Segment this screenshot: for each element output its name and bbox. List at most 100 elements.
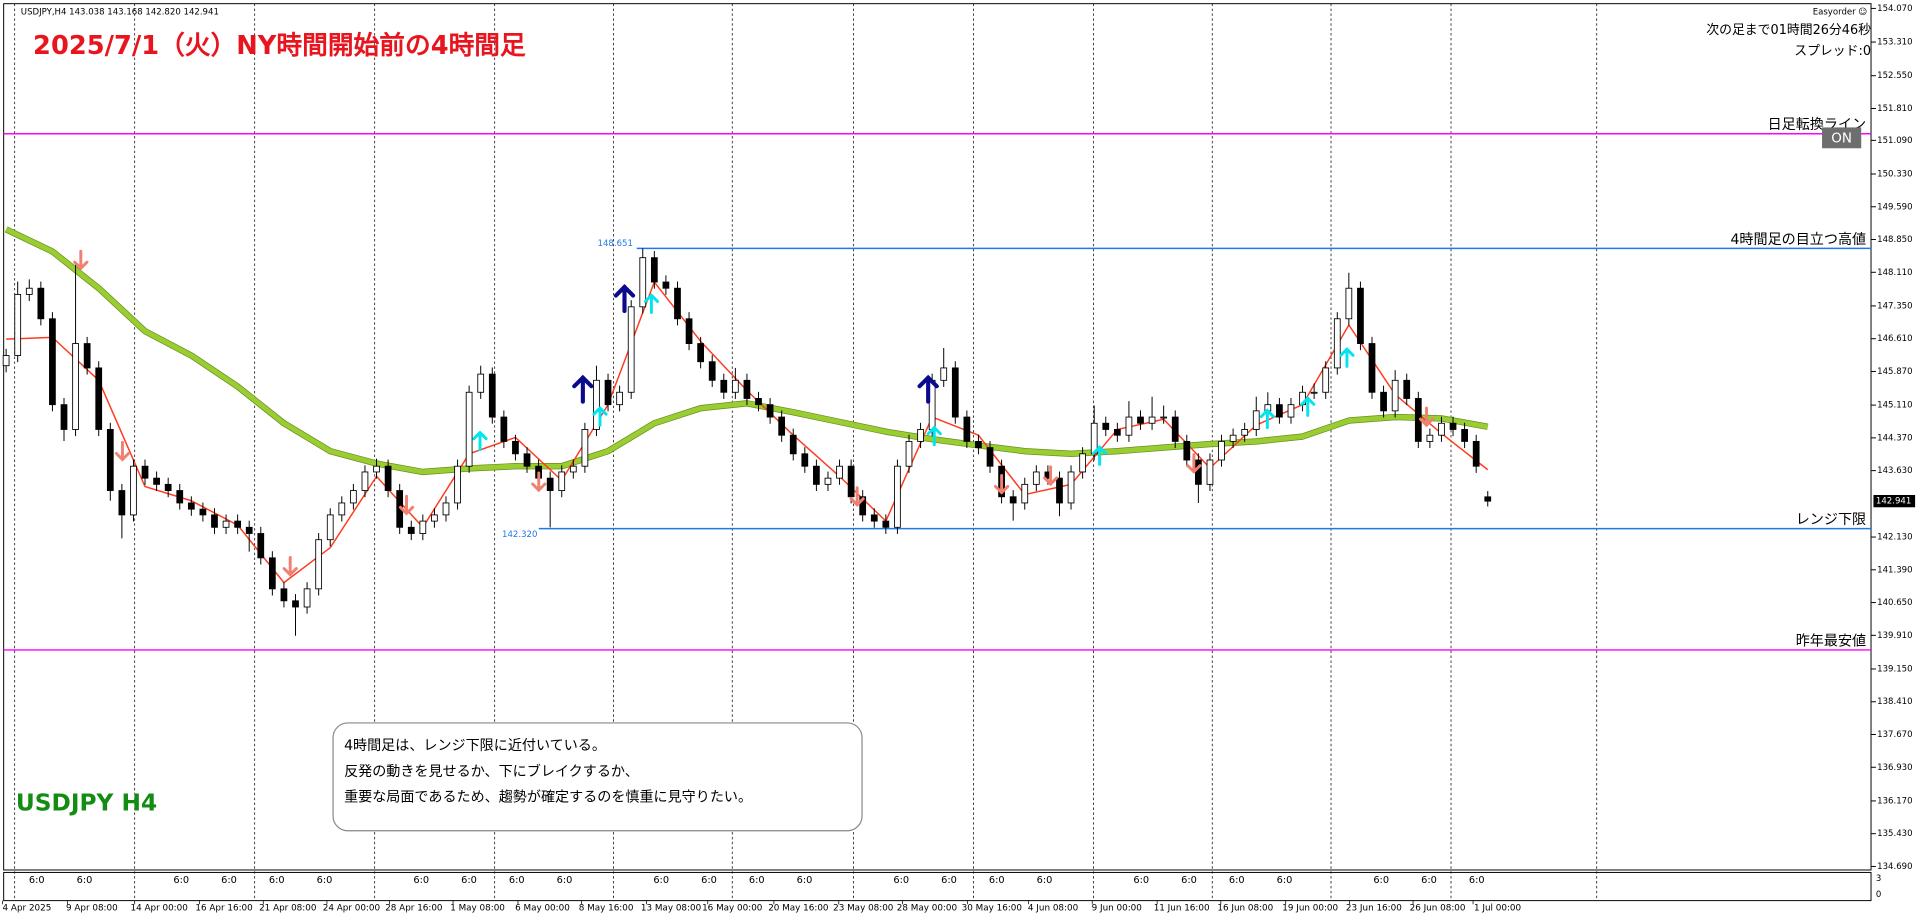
candle-body xyxy=(593,379,600,430)
candle-body xyxy=(14,293,22,356)
candle-body xyxy=(627,306,635,393)
on-button[interactable] xyxy=(1822,127,1862,149)
x-tick-label: 14 Apr 00:00 xyxy=(131,903,189,913)
sub-panel-label: 6:0 xyxy=(1229,875,1245,886)
signal-arrow xyxy=(849,486,865,507)
candle-body xyxy=(1252,410,1260,430)
y-tick-label: 153.310 xyxy=(1877,38,1912,48)
x-tick-label: 4 Apr 2025 xyxy=(3,903,52,913)
candle-body xyxy=(1218,440,1225,461)
signal-arrow xyxy=(1300,396,1316,417)
candle-body xyxy=(222,520,230,528)
candle-body xyxy=(674,287,681,320)
candle-body xyxy=(106,429,114,491)
candle-body xyxy=(951,367,959,418)
y-tick-label: 152.550 xyxy=(1877,71,1912,81)
candle-body xyxy=(257,533,265,559)
x-tick-label: 23 May 08:00 xyxy=(833,903,894,913)
candle-body xyxy=(859,496,867,516)
sub-panel-label: 6:0 xyxy=(173,875,189,886)
signal-arrow xyxy=(613,284,636,314)
candle-body xyxy=(616,391,623,406)
sub-panel-label: 6:0 xyxy=(1373,875,1389,886)
x-tick-label: 19 Jun 00:00 xyxy=(1282,903,1338,913)
x-tick-label: 1 Jul 00:00 xyxy=(1474,903,1522,913)
candle-body xyxy=(95,367,103,430)
candle-body xyxy=(975,440,982,449)
y-tick-label: 147.350 xyxy=(1877,301,1912,311)
sub-panel-label: 6:0 xyxy=(941,875,957,886)
y-tick-label: 145.870 xyxy=(1877,367,1912,377)
candle-body xyxy=(60,404,68,430)
x-tick-label: 4 Jun 08:00 xyxy=(1028,903,1079,913)
signal-arrow xyxy=(592,405,608,427)
candle-body xyxy=(1171,416,1179,442)
candle-body xyxy=(604,379,612,406)
candle-body xyxy=(1287,404,1295,418)
top-right-label: 次の足まで01時間26分46秒 xyxy=(1706,23,1871,38)
x-tick-label: 1 May 08:00 xyxy=(450,903,505,913)
y-tick-label: 134.690 xyxy=(1877,862,1912,872)
sub-panel-frame xyxy=(3,871,1872,902)
candle-body xyxy=(882,520,890,528)
signal-arrow xyxy=(643,293,660,314)
candle-body xyxy=(1333,318,1341,369)
candle-body xyxy=(199,508,207,516)
candle-body xyxy=(1345,287,1353,320)
candle-body xyxy=(1310,391,1318,394)
on-button-label: ON xyxy=(1831,130,1852,146)
sub-panel-label: 6:0 xyxy=(269,875,285,886)
y-tick-label: 144.370 xyxy=(1877,433,1912,443)
overlay: 日足転換ライン4時間足の目立つ高値レンジ下限昨年最安値148.651142.32… xyxy=(73,117,1916,649)
candle-body xyxy=(2,355,10,367)
candle-body xyxy=(720,379,728,393)
candle-body xyxy=(917,429,924,442)
candle-body xyxy=(1368,343,1376,393)
candle-body xyxy=(187,502,195,510)
sub-panel-label: 6:0 xyxy=(221,875,237,886)
y-tick-label: 136.930 xyxy=(1877,763,1912,773)
candle-body xyxy=(1472,440,1480,467)
signal-arrow xyxy=(572,374,594,404)
sub-panel-label: 6:0 xyxy=(317,875,333,886)
y-tick-label: 148.110 xyxy=(1877,268,1912,278)
y-tick-label: 146.610 xyxy=(1877,334,1912,344)
candle-body xyxy=(1113,429,1121,436)
x-tick-label: 30 May 16:00 xyxy=(962,903,1023,913)
candle-body xyxy=(1391,379,1399,412)
x-tick-label: 20 May 16:00 xyxy=(768,903,829,913)
candle-body xyxy=(581,429,589,467)
candle-body xyxy=(153,477,160,485)
header: USDJPY,H4 143.038 143.168 142.820 142.94… xyxy=(21,8,219,18)
sub-panel-label: 6:0 xyxy=(1133,875,1149,886)
sub-axis-label: 0 xyxy=(1876,890,1881,900)
price-label: 142.941 xyxy=(1876,497,1911,507)
candle-body xyxy=(1148,416,1156,424)
x-tick-label: 16 Apr 16:00 xyxy=(195,903,253,913)
candle-body xyxy=(708,361,716,381)
y-tick-label: 138.410 xyxy=(1877,697,1912,707)
candle-body xyxy=(326,514,334,541)
candle-body xyxy=(824,477,832,485)
y-tick-label: 151.090 xyxy=(1877,136,1912,146)
candle-body xyxy=(292,600,299,608)
x-tick-label: 28 May 00:00 xyxy=(897,903,958,913)
sub-panel-label: 6:0 xyxy=(77,875,93,886)
x-tick-label: 24 Apr 00:00 xyxy=(323,903,381,913)
candle-body xyxy=(801,453,809,467)
x-tick-label: 9 Jun 00:00 xyxy=(1092,903,1143,913)
candle-body xyxy=(1183,440,1191,461)
signal-arrow xyxy=(472,430,488,452)
price-box xyxy=(1873,495,1916,508)
candle-body xyxy=(778,416,786,436)
candle-body xyxy=(650,257,658,283)
chart-title: 2025/7/1（火）NY時間開始前の4時間足 xyxy=(33,30,526,61)
y-tick-label: 137.670 xyxy=(1877,730,1912,740)
y-tick-label: 139.150 xyxy=(1877,664,1912,674)
candle-body xyxy=(1195,459,1202,485)
x-tick-label: 28 Apr 16:00 xyxy=(385,903,443,913)
signal-arrow xyxy=(531,471,547,493)
signal-arrow xyxy=(1339,347,1355,368)
candle-body xyxy=(847,465,855,498)
